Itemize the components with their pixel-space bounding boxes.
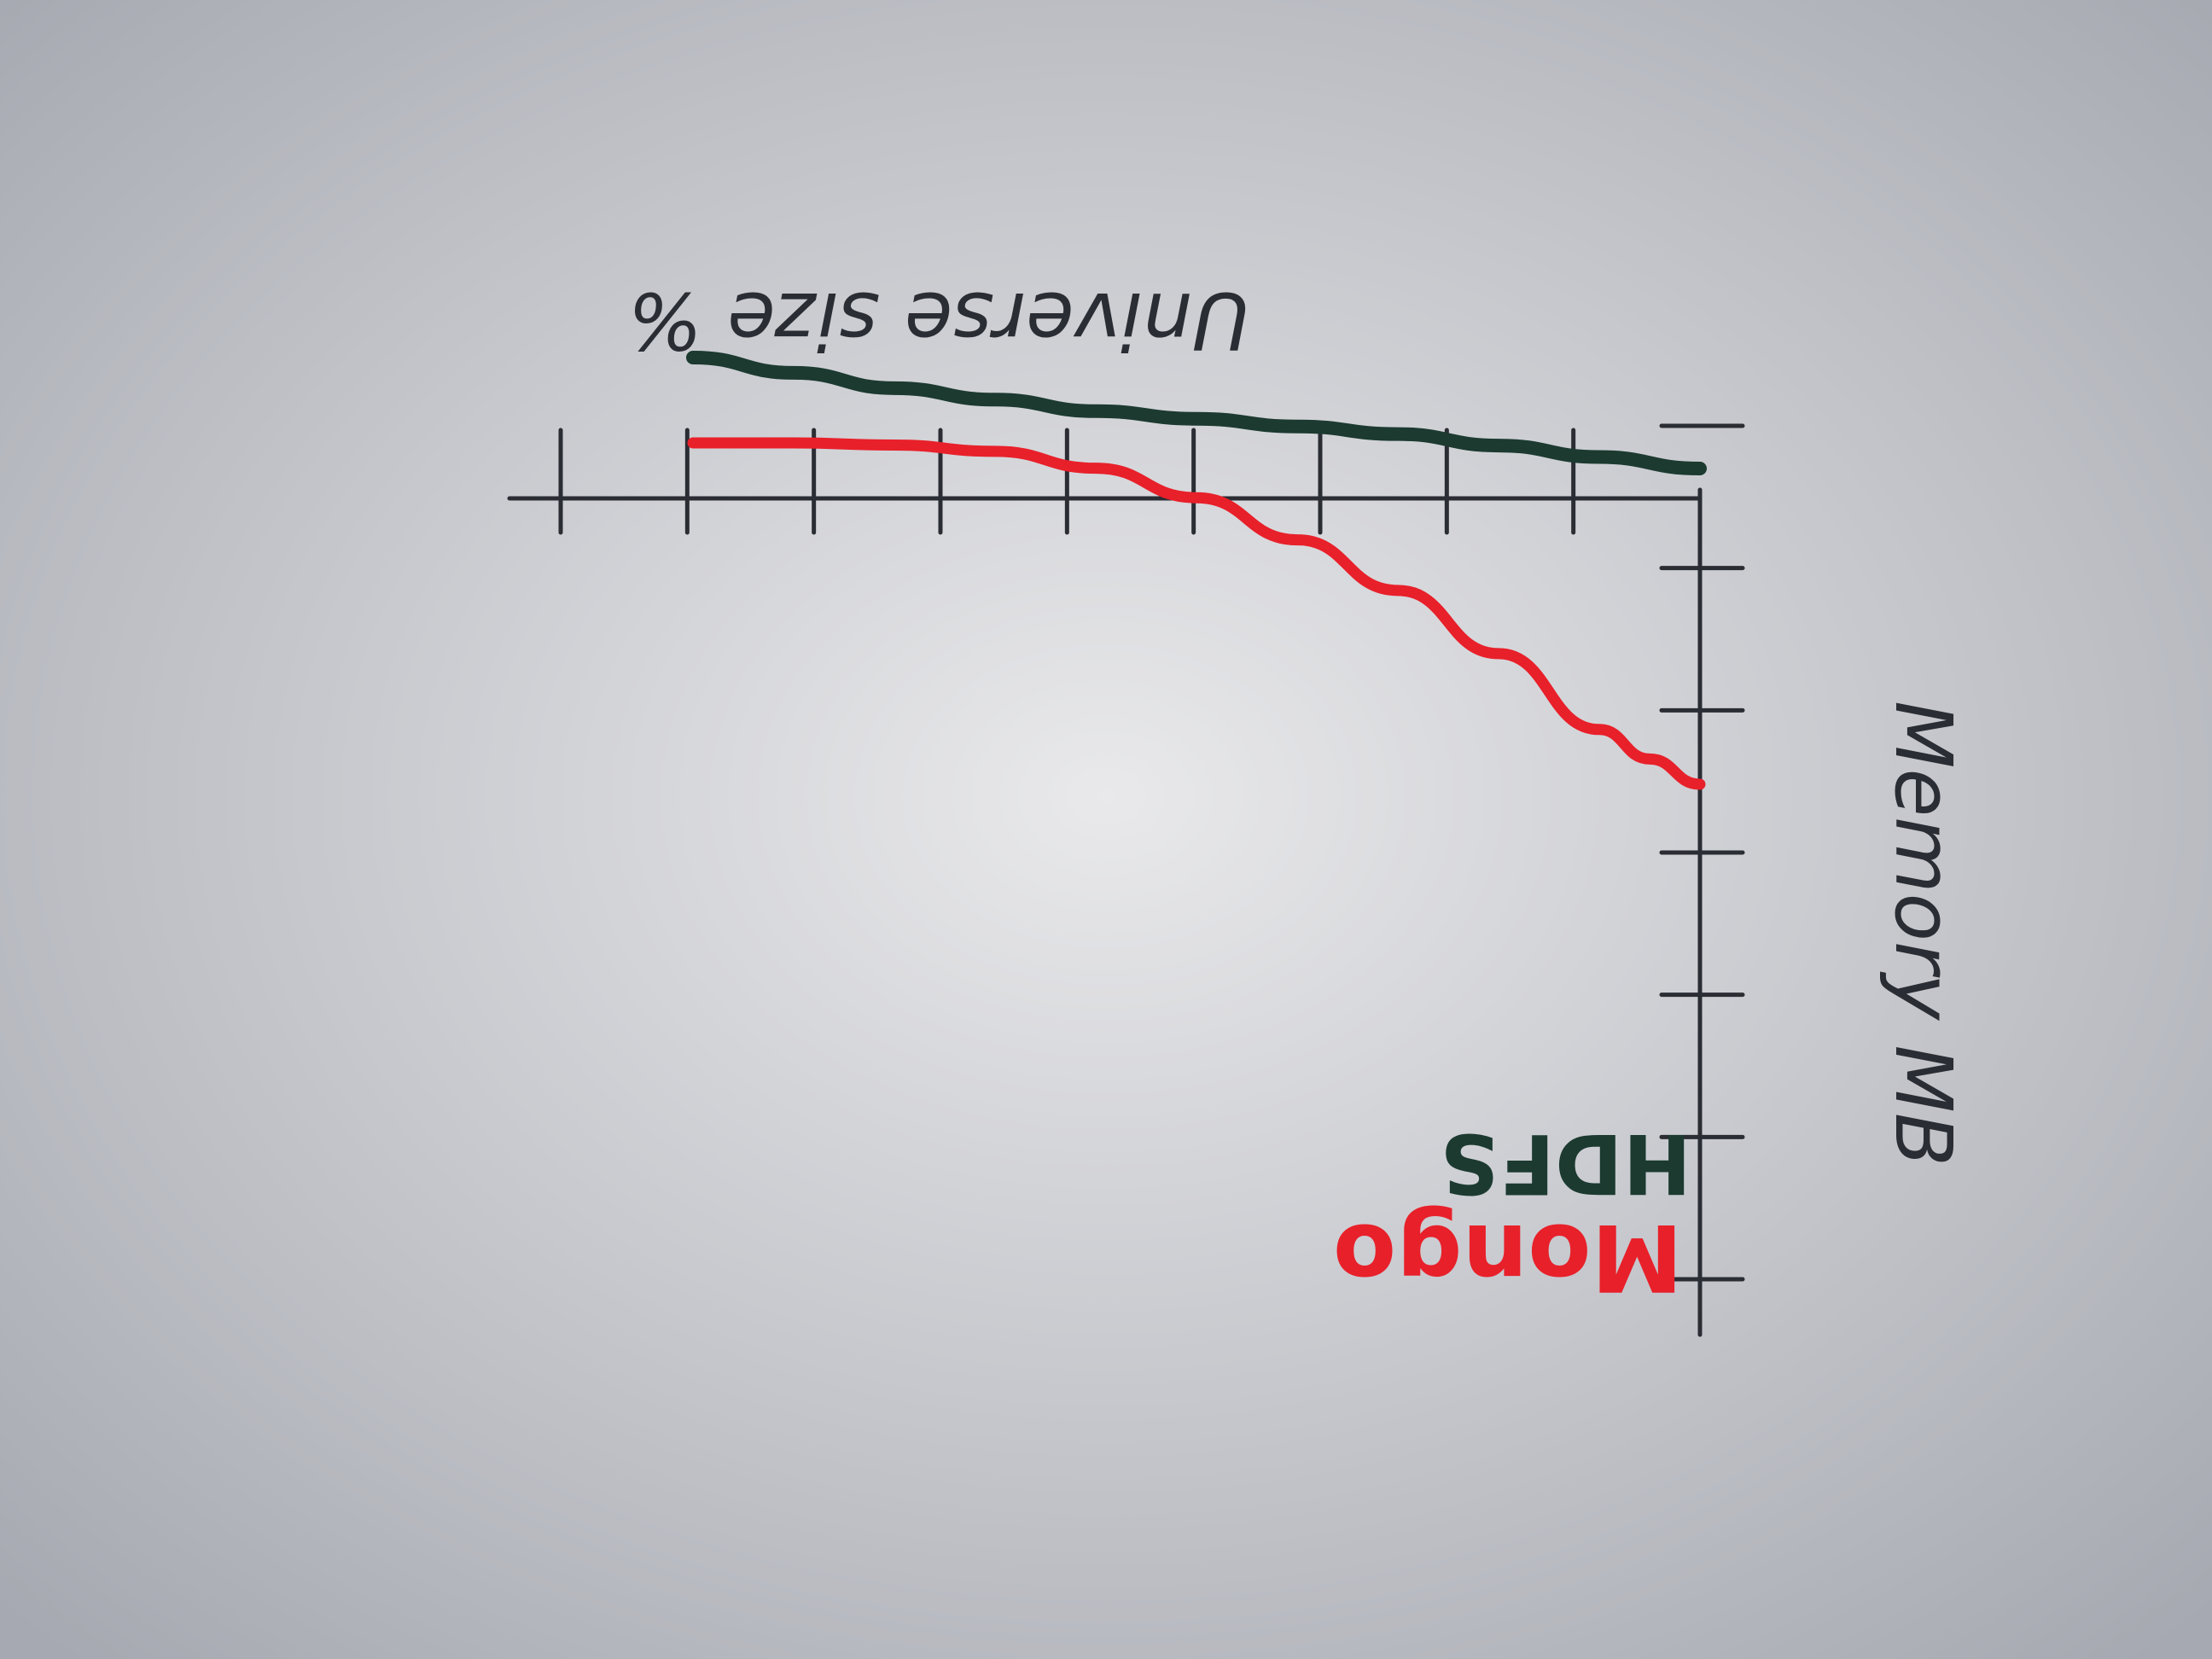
axes <box>507 423 1745 1337</box>
labels: Universe size % Memory MB HDFS Mongo <box>628 275 1969 1310</box>
series-line-hdfs <box>686 351 1707 475</box>
legend-entry-hdfs: HDFS <box>1440 1115 1691 1211</box>
series-layer <box>686 351 1707 790</box>
x-axis-label: Universe size % <box>628 275 1250 366</box>
series-line-mongo <box>687 437 1706 790</box>
y-axis-label: Memory MB <box>1877 701 1969 1167</box>
legend-entry-mongo: Mongo <box>1333 1203 1683 1310</box>
